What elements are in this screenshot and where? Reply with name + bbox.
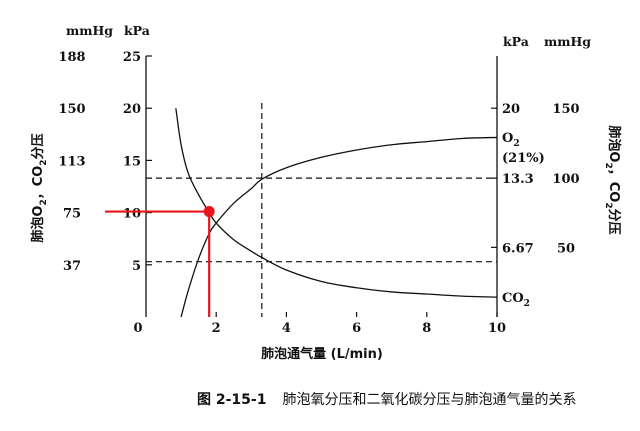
left-mmhg-unit: mmHg bbox=[66, 23, 113, 38]
left-mmhg-tick-label: 150 bbox=[58, 102, 85, 117]
left-mmhg-tick-label: 75 bbox=[63, 207, 81, 222]
right-mmhg-tick-label: 150 bbox=[552, 102, 579, 117]
figure-caption: 图 2-15-1 肺泡氧分压和二氧化碳分压与肺泡通气量的关系 bbox=[197, 392, 576, 408]
x-tick-label: 10 bbox=[488, 321, 506, 336]
right-kpa-tick-label: 13.3 bbox=[502, 172, 534, 187]
right-mmhg-unit: mmHg bbox=[544, 34, 591, 49]
x-tick-label: 2 bbox=[212, 321, 221, 336]
series-label-o2-percent: (21%) bbox=[502, 151, 545, 166]
left-kpa-unit: kPa bbox=[124, 23, 150, 38]
x-tick-label: 4 bbox=[282, 321, 291, 336]
left-kpa-tick-label: 5 bbox=[132, 259, 141, 274]
x-tick-label: 8 bbox=[422, 321, 431, 336]
right-y-axis-title: 肺泡O2，CO2分压 bbox=[603, 125, 622, 234]
right-mmhg-tick-label: 50 bbox=[557, 241, 575, 256]
left-y-axis-title: 肺泡O2，CO2分压 bbox=[30, 133, 49, 242]
left-mmhg-tick-label: 113 bbox=[58, 154, 85, 169]
left-kpa-tick-label: 20 bbox=[123, 102, 141, 117]
left-kpa-tick-label: 10 bbox=[123, 207, 141, 222]
o2-curve bbox=[180, 136, 498, 318]
right-mmhg-tick-label: 100 bbox=[552, 172, 579, 187]
left-mmhg-tick-label: 37 bbox=[63, 259, 81, 274]
figure-number: 图 2-15-1 bbox=[197, 392, 266, 408]
x-tick-label: 0 bbox=[133, 321, 142, 336]
right-kpa-unit: kPa bbox=[503, 34, 529, 49]
co2-curve bbox=[175, 108, 498, 298]
right-kpa-tick-label: 6.67 bbox=[502, 241, 534, 256]
left-kpa-tick-label: 25 bbox=[123, 50, 141, 65]
right-kpa-tick-label: 20 bbox=[502, 102, 520, 117]
left-kpa-tick-label: 15 bbox=[123, 154, 141, 169]
series-label-o2: O2 bbox=[502, 131, 520, 149]
highlight-point bbox=[203, 206, 215, 218]
series-label-co2: CO2 bbox=[502, 291, 530, 309]
x-tick-label: 6 bbox=[352, 321, 361, 336]
left-mmhg-tick-label: 188 bbox=[58, 50, 85, 65]
figure-title: 肺泡氧分压和二氧化碳分压与肺泡通气量的关系 bbox=[282, 392, 576, 408]
x-axis-title: 肺泡通气量 (L/min) bbox=[261, 346, 383, 362]
